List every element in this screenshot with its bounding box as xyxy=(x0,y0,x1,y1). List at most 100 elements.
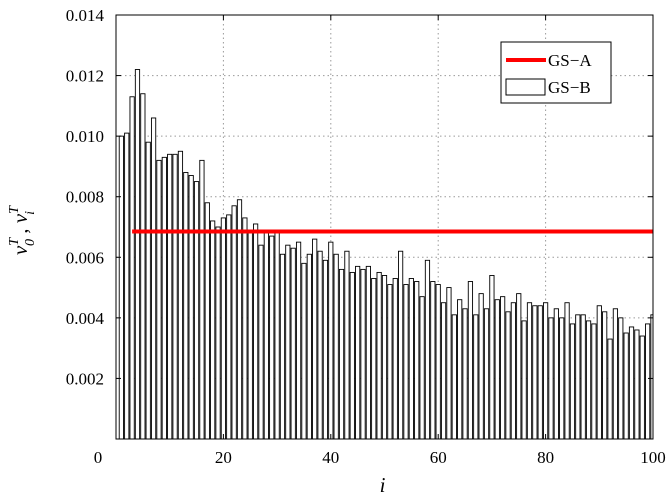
ylabel-sup-i: T xyxy=(7,205,22,214)
bar xyxy=(521,320,527,440)
bar xyxy=(585,320,592,440)
bar xyxy=(188,175,194,440)
legend-label-gs-b: GS−B xyxy=(548,78,591,97)
bar xyxy=(204,202,210,440)
bar xyxy=(505,311,511,440)
bar xyxy=(612,308,619,440)
bar xyxy=(306,253,312,440)
bar xyxy=(199,159,205,440)
bar xyxy=(220,217,226,440)
y-tick-label: 0.004 xyxy=(66,309,105,328)
bar xyxy=(639,335,645,440)
ylabel-separator: , xyxy=(8,223,32,239)
bar xyxy=(317,250,323,440)
bar xyxy=(129,96,135,440)
x-tick-label: 20 xyxy=(215,448,232,467)
bar xyxy=(172,153,178,440)
origin-tick-label: 0 xyxy=(94,448,103,467)
bar xyxy=(451,314,457,440)
ylabel-sup-0: T xyxy=(7,237,22,246)
bar xyxy=(543,302,549,440)
bar xyxy=(145,141,151,440)
bar xyxy=(274,229,280,440)
bar xyxy=(226,214,232,440)
bar xyxy=(645,323,651,440)
bar xyxy=(258,244,264,440)
bar xyxy=(360,268,366,440)
bar xyxy=(628,326,635,440)
bar xyxy=(301,262,307,440)
bar xyxy=(118,135,124,440)
bar xyxy=(494,299,500,440)
ylabel-sub-0: 0 xyxy=(23,239,38,246)
bar xyxy=(263,232,269,440)
bar xyxy=(424,259,431,440)
ylabel-nu-0: ν xyxy=(8,245,32,255)
bar xyxy=(532,305,538,440)
x-tick-label: 100 xyxy=(640,448,666,467)
bar xyxy=(564,302,570,440)
bar xyxy=(365,265,371,440)
bar xyxy=(580,314,586,440)
bar xyxy=(328,241,334,440)
bar xyxy=(167,153,173,440)
legend-swatch-gs-b xyxy=(505,78,546,96)
bar xyxy=(333,253,339,440)
bar xyxy=(124,132,130,440)
y-tick-label: 0.010 xyxy=(66,127,104,146)
x-tick-label: 60 xyxy=(430,448,447,467)
bar xyxy=(161,156,167,440)
x-tick-label: 80 xyxy=(537,448,554,467)
bar xyxy=(381,275,388,440)
bar xyxy=(242,217,248,440)
x-tick-label: 40 xyxy=(322,448,339,467)
bar xyxy=(516,293,522,440)
bar xyxy=(236,199,243,440)
bar xyxy=(156,159,162,440)
bar xyxy=(290,247,296,440)
bar xyxy=(483,308,490,440)
bar xyxy=(559,317,565,440)
bar xyxy=(478,293,484,440)
y-axis-label: νT0 , νTi xyxy=(7,205,38,255)
bar xyxy=(295,241,302,440)
bar xyxy=(618,317,624,440)
bar xyxy=(322,259,329,440)
bar xyxy=(371,278,377,440)
bar xyxy=(349,271,355,440)
bar xyxy=(510,302,516,440)
bar xyxy=(253,223,259,440)
bar xyxy=(591,323,597,440)
bar xyxy=(500,296,506,440)
bar xyxy=(526,302,533,440)
bar xyxy=(150,117,157,440)
bar xyxy=(376,271,382,440)
bar xyxy=(473,314,479,440)
y-tick-label: 0.012 xyxy=(66,67,104,86)
bar xyxy=(596,305,602,440)
y-tick-label: 0.006 xyxy=(66,248,104,267)
bar xyxy=(462,308,468,440)
bar xyxy=(457,299,463,440)
x-axis-label: i xyxy=(380,473,386,497)
bar xyxy=(193,181,200,440)
y-tick-label: 0.002 xyxy=(66,369,104,388)
bar xyxy=(489,275,495,440)
bar xyxy=(623,332,629,440)
bar xyxy=(607,338,613,440)
axis-ticks xyxy=(115,14,654,439)
bar xyxy=(269,235,275,440)
bar xyxy=(440,302,447,440)
bar xyxy=(355,265,361,440)
legend-label-gs-a: GS−A xyxy=(548,51,592,70)
bar xyxy=(392,278,398,440)
bar xyxy=(398,250,404,440)
bar xyxy=(408,278,414,440)
bar xyxy=(387,284,393,440)
bar xyxy=(285,244,291,440)
bar xyxy=(215,226,221,440)
bar xyxy=(312,238,318,440)
bar xyxy=(247,232,253,440)
bar xyxy=(537,305,543,440)
bar xyxy=(140,93,146,440)
